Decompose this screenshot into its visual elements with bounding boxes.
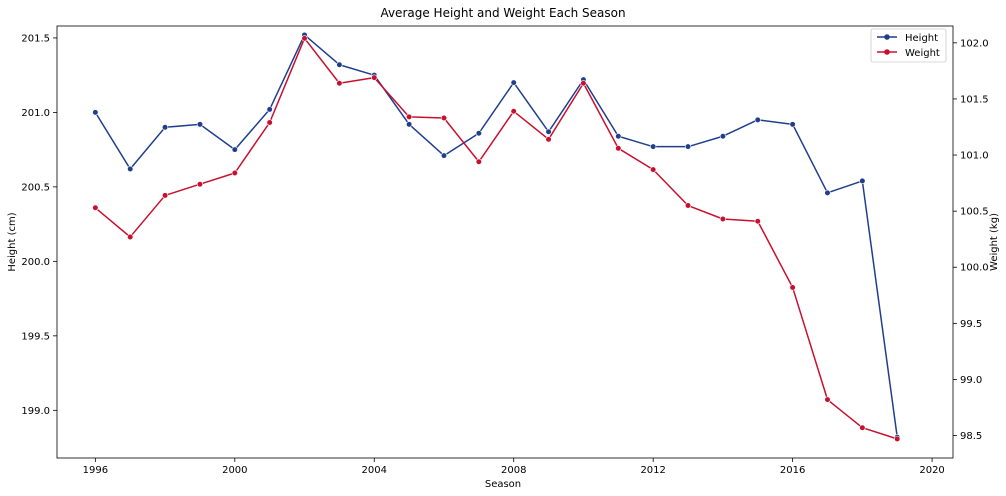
legend-marker-weight (884, 49, 890, 55)
data-point-weight (824, 396, 831, 403)
y-right-tick-label: 102.0 (960, 38, 989, 49)
y-right-tick-label: 100.0 (960, 263, 989, 274)
y-left-tick-label: 199.5 (21, 331, 50, 342)
data-point-height (510, 79, 517, 86)
y-left-tick-label: 201.5 (21, 33, 50, 44)
data-point-height (650, 143, 657, 150)
data-point-height (440, 152, 448, 159)
y-right-tick-label: 99.0 (960, 375, 982, 386)
y-axis-right-label: Weight (kg) (989, 213, 1000, 271)
x-tick-label: 2000 (222, 465, 247, 476)
data-point-height (266, 106, 273, 113)
data-point-height (545, 128, 552, 135)
data-point-weight (266, 119, 273, 126)
legend-label-height: Height (905, 33, 938, 44)
data-point-weight (440, 114, 448, 122)
data-point-height (161, 124, 169, 131)
data-point-height (336, 61, 343, 68)
data-point-weight (406, 113, 413, 120)
data-point-weight (684, 202, 692, 209)
data-point-weight (336, 80, 343, 87)
data-point-height (789, 121, 796, 128)
data-point-weight (371, 74, 378, 81)
data-point-weight (754, 218, 761, 225)
data-point-height (859, 177, 866, 185)
series-layer (92, 31, 901, 443)
data-point-height (406, 121, 413, 128)
x-axis: 1996 2000 2004 2008 2012 2016 2020 (83, 458, 945, 476)
legend-marker-height (884, 34, 890, 40)
x-axis-label: Season (485, 479, 521, 490)
data-point-weight (615, 145, 622, 152)
y-right-tick-label: 101.0 (960, 151, 989, 162)
data-point-height (684, 143, 692, 150)
x-tick-label: 2012 (640, 465, 665, 476)
data-point-weight (301, 35, 308, 42)
y-axis-right: 98.5 99.0 99.5 100.0 100.5 101.0 101.5 102.0 (953, 38, 989, 442)
data-point-height (475, 130, 482, 137)
data-point-height (231, 146, 238, 153)
data-point-weight (859, 424, 866, 431)
data-point-height (824, 189, 831, 196)
data-point-weight (719, 215, 726, 223)
y-left-tick-label: 200.0 (21, 257, 50, 268)
y-left-tick-label: 201.0 (21, 108, 50, 119)
data-point-height (719, 133, 726, 140)
data-point-height (196, 121, 204, 128)
data-point-height (615, 133, 622, 140)
data-point-height (92, 109, 99, 116)
y-right-tick-label: 98.5 (960, 431, 982, 442)
data-point-weight (789, 284, 796, 291)
data-point-weight (475, 158, 482, 165)
data-point-weight (545, 136, 552, 143)
x-tick-label: 1996 (83, 465, 108, 476)
data-point-height (127, 165, 134, 173)
y-left-tick-label: 200.5 (21, 182, 50, 193)
y-right-tick-label: 99.5 (960, 319, 982, 330)
x-tick-label: 2020 (919, 465, 944, 476)
series-line-height (94, 34, 898, 438)
data-point-weight (127, 233, 134, 241)
legend-label-weight: Weight (905, 48, 940, 59)
data-point-weight (580, 80, 587, 87)
series-line-weight (94, 37, 898, 440)
chart-title: Average Height and Weight Each Season (380, 6, 625, 20)
x-tick-label: 2008 (501, 465, 526, 476)
y-axis-left-label: Height (cm) (7, 212, 18, 271)
x-tick-label: 2016 (780, 465, 805, 476)
legend: Height Weight (870, 28, 947, 63)
data-point-height (754, 116, 761, 123)
x-tick-label: 2004 (362, 465, 387, 476)
y-left-tick-label: 199.0 (21, 406, 50, 417)
data-point-weight (161, 192, 169, 199)
data-point-weight (231, 169, 238, 177)
plot-frame (56, 25, 954, 459)
data-point-weight (510, 108, 517, 115)
y-right-tick-label: 101.5 (960, 94, 989, 105)
y-right-tick-label: 100.5 (960, 207, 989, 218)
data-point-weight (92, 204, 99, 211)
data-point-weight (196, 181, 204, 188)
data-point-weight (650, 166, 657, 173)
y-axis-left: 199.0 199.5 200.0 200.5 201.0 201.5 (21, 33, 57, 417)
data-point-weight (894, 435, 901, 443)
